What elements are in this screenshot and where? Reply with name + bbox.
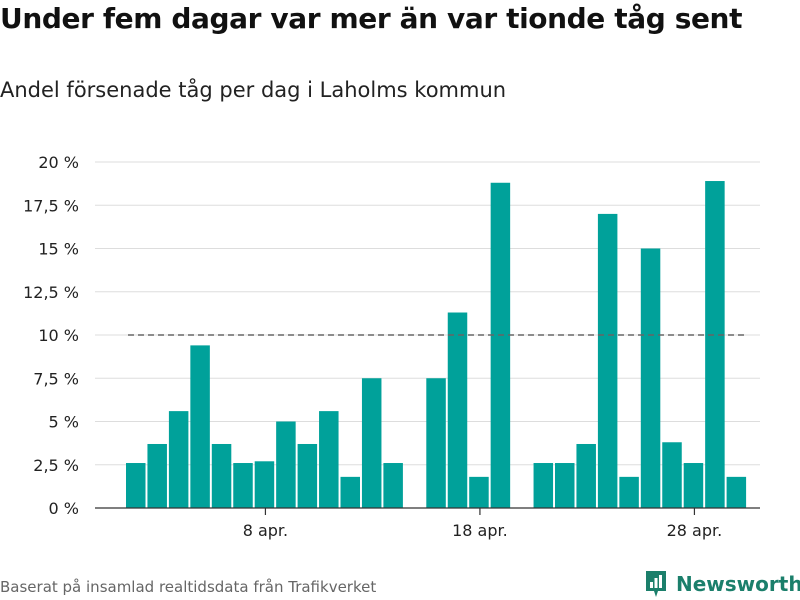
bar bbox=[533, 463, 554, 508]
bar bbox=[126, 463, 146, 508]
bar bbox=[447, 312, 468, 508]
bar bbox=[383, 463, 403, 508]
bar bbox=[190, 345, 210, 508]
bar bbox=[726, 476, 747, 508]
bar bbox=[597, 213, 618, 508]
y-tick-label: 20 % bbox=[38, 153, 79, 172]
bar bbox=[276, 421, 296, 508]
brand[interactable]: Newsworthy bbox=[644, 568, 800, 600]
y-tick-label: 7,5 % bbox=[33, 369, 79, 388]
bar bbox=[168, 411, 189, 508]
chart-title: Under fem dagar var mer än var tionde tå… bbox=[0, 2, 743, 35]
bar bbox=[426, 378, 446, 508]
y-tick-label: 2,5 % bbox=[33, 456, 79, 475]
x-tick-label: 8 apr. bbox=[243, 521, 288, 540]
y-tick-label: 15 % bbox=[38, 240, 79, 259]
y-tick-label: 0 % bbox=[49, 499, 79, 518]
x-tick-label: 28 apr. bbox=[667, 521, 723, 540]
bar bbox=[490, 182, 511, 508]
bar bbox=[233, 463, 253, 508]
bar bbox=[147, 443, 167, 508]
bar bbox=[662, 442, 682, 508]
bar bbox=[619, 476, 639, 508]
bar bbox=[640, 248, 661, 508]
x-tick-label: 18 apr. bbox=[452, 521, 508, 540]
bar bbox=[361, 378, 382, 508]
bar bbox=[469, 476, 489, 508]
y-tick-label: 12,5 % bbox=[23, 283, 79, 302]
newsworthy-logo-icon bbox=[646, 571, 666, 597]
bar bbox=[705, 181, 725, 508]
bar-chart: 0 % 2,5 % 5 % 7,5 % 10 % 12,5 % 15 % 17,5 % 20 %… bbox=[23, 153, 760, 540]
y-tick-label: 5 % bbox=[49, 413, 79, 432]
y-tick-label: 17,5 % bbox=[23, 196, 79, 215]
bar bbox=[683, 463, 704, 508]
bar bbox=[576, 443, 596, 508]
chart-subtitle: Andel försenade tåg per dag i Laholms ko… bbox=[0, 78, 507, 102]
y-tick-label: 10 % bbox=[38, 326, 79, 345]
bar bbox=[340, 476, 360, 508]
bar bbox=[211, 443, 232, 508]
brand-name: Newsworthy bbox=[676, 572, 800, 596]
bar bbox=[319, 411, 339, 508]
source-note: Baserat på insamlad realtidsdata från Tr… bbox=[0, 578, 377, 596]
bar bbox=[297, 443, 318, 508]
bar bbox=[555, 463, 575, 508]
bar bbox=[254, 461, 275, 508]
